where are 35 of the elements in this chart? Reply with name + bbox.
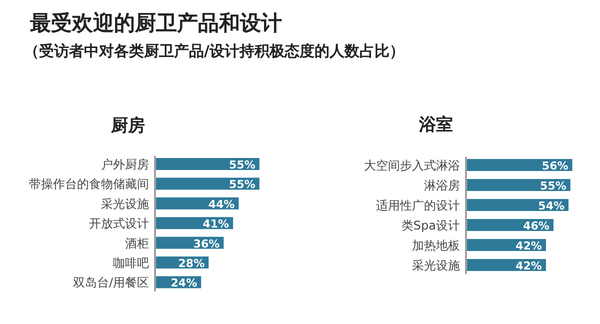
data-label: 56% xyxy=(542,160,568,172)
y-tick-label: 采光设施 xyxy=(412,258,460,272)
y-tick-label: 类Spa设计 xyxy=(401,218,460,232)
data-label: 54% xyxy=(538,200,565,212)
y-tick-label: 酒柜 xyxy=(125,236,149,250)
data-label: 55% xyxy=(540,180,566,192)
y-tick-label: 适用性广的设计 xyxy=(376,198,460,212)
bar xyxy=(467,159,572,171)
y-tick-label: 采光设施 xyxy=(101,196,149,211)
data-label: 55% xyxy=(229,178,256,192)
y-tick-label: 大空间步入式淋浴 xyxy=(364,158,460,172)
y-tick-label: 开放式设计 xyxy=(89,216,149,231)
data-label: 28% xyxy=(178,257,205,270)
y-tick-label: 双岛台/用餐区 xyxy=(72,276,149,290)
data-label: 36% xyxy=(193,237,220,250)
y-tick-label: 户外厨房 xyxy=(101,158,149,172)
data-label: 41% xyxy=(202,218,230,231)
data-label: 24% xyxy=(170,276,198,290)
y-tick-label: 咖啡吧 xyxy=(113,256,149,270)
bar xyxy=(467,199,569,211)
chart-title: 厨房 xyxy=(110,116,145,136)
data-label: 42% xyxy=(516,240,542,252)
y-tick-label: 加热地板 xyxy=(412,238,460,252)
text: （受访者中对各类厨卫产品/设计持积极态度的人数占比） xyxy=(24,42,404,60)
y-tick-label: 带操作台的食物储藏间 xyxy=(29,177,149,192)
bar xyxy=(156,178,260,190)
bar xyxy=(156,158,260,170)
data-label: 55% xyxy=(229,158,256,172)
y-tick-label: 淋浴房 xyxy=(424,178,460,192)
data-label: 42% xyxy=(516,260,542,272)
data-label: 44% xyxy=(208,198,235,211)
bar xyxy=(467,179,570,191)
text: 最受欢迎的厨卫产品和设计 xyxy=(29,11,282,35)
data-label: 46% xyxy=(523,220,550,232)
chart-title: 浴室 xyxy=(418,115,453,135)
